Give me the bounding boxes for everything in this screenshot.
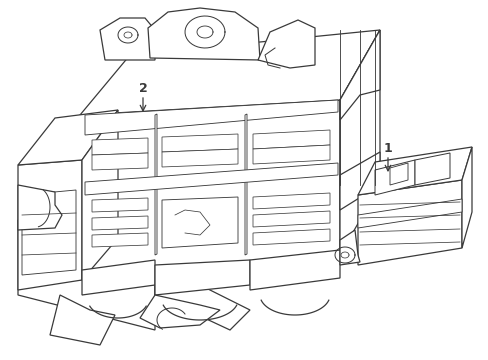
Polygon shape xyxy=(85,100,337,135)
Polygon shape xyxy=(155,260,249,330)
Polygon shape xyxy=(357,199,461,228)
Polygon shape xyxy=(252,211,329,227)
Polygon shape xyxy=(50,295,115,345)
Polygon shape xyxy=(92,153,148,170)
Polygon shape xyxy=(252,229,329,245)
Polygon shape xyxy=(100,18,155,60)
Polygon shape xyxy=(82,260,155,295)
Text: 2: 2 xyxy=(138,81,147,94)
Polygon shape xyxy=(339,152,379,210)
Polygon shape xyxy=(18,110,118,165)
Text: 1: 1 xyxy=(383,141,391,154)
Polygon shape xyxy=(140,295,220,328)
Polygon shape xyxy=(22,190,76,275)
Polygon shape xyxy=(92,198,148,212)
Polygon shape xyxy=(18,220,155,330)
Polygon shape xyxy=(162,134,238,152)
Polygon shape xyxy=(18,185,62,230)
Polygon shape xyxy=(389,163,407,185)
Polygon shape xyxy=(357,180,461,265)
Polygon shape xyxy=(461,147,471,248)
Polygon shape xyxy=(80,30,379,115)
Polygon shape xyxy=(92,233,148,247)
Polygon shape xyxy=(92,138,148,155)
Polygon shape xyxy=(339,230,359,265)
Polygon shape xyxy=(339,30,379,255)
Polygon shape xyxy=(92,216,148,230)
Polygon shape xyxy=(85,163,337,195)
Polygon shape xyxy=(252,130,329,149)
Polygon shape xyxy=(155,114,157,255)
Polygon shape xyxy=(258,20,314,68)
Polygon shape xyxy=(249,250,339,290)
Polygon shape xyxy=(162,197,238,248)
Polygon shape xyxy=(155,260,249,295)
Polygon shape xyxy=(414,153,449,185)
Polygon shape xyxy=(339,30,379,120)
Polygon shape xyxy=(374,160,414,195)
Polygon shape xyxy=(80,100,339,280)
Polygon shape xyxy=(244,114,246,255)
Polygon shape xyxy=(18,160,82,290)
Polygon shape xyxy=(252,145,329,164)
Polygon shape xyxy=(82,110,118,280)
Polygon shape xyxy=(162,149,238,167)
Polygon shape xyxy=(357,147,471,195)
Polygon shape xyxy=(252,193,329,209)
Polygon shape xyxy=(148,8,260,60)
